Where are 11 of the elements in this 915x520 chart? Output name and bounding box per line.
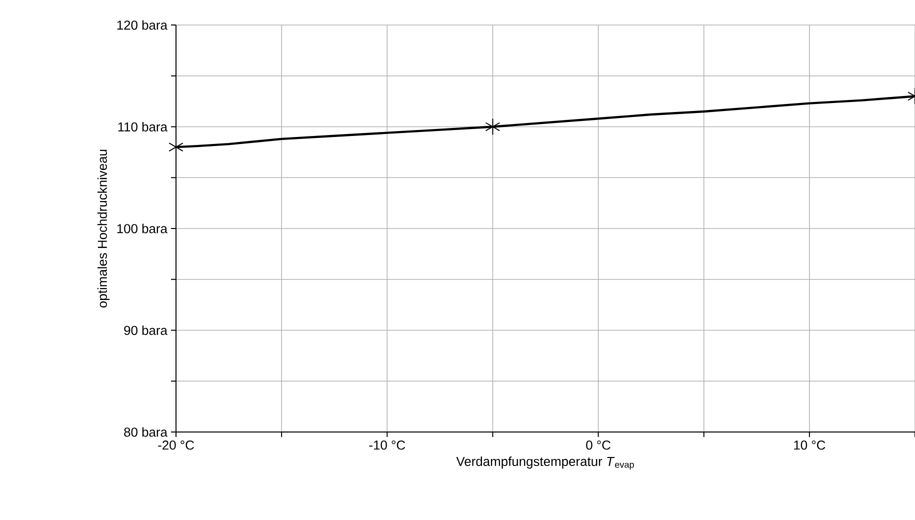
- x-tick-label: -20 °C: [158, 440, 194, 450]
- x-tick-label: -10 °C: [369, 440, 406, 450]
- y-tick-label: 90 bara: [124, 325, 168, 335]
- x-tick-label: 10 °C: [794, 440, 826, 450]
- x-tick-label: 0 °C: [586, 440, 610, 450]
- y-axis-title: optimales Hochdruckniveau: [97, 150, 110, 308]
- y-tick-label: 80 bara: [124, 427, 168, 437]
- y-tick-label: 120 bara: [117, 20, 168, 30]
- y-tick-label: 100 bara: [117, 224, 168, 234]
- y-tick-label: 110 bara: [118, 122, 168, 132]
- x-axis-title: Verdampfungstemperatur T$_{evap}$: [456, 456, 634, 470]
